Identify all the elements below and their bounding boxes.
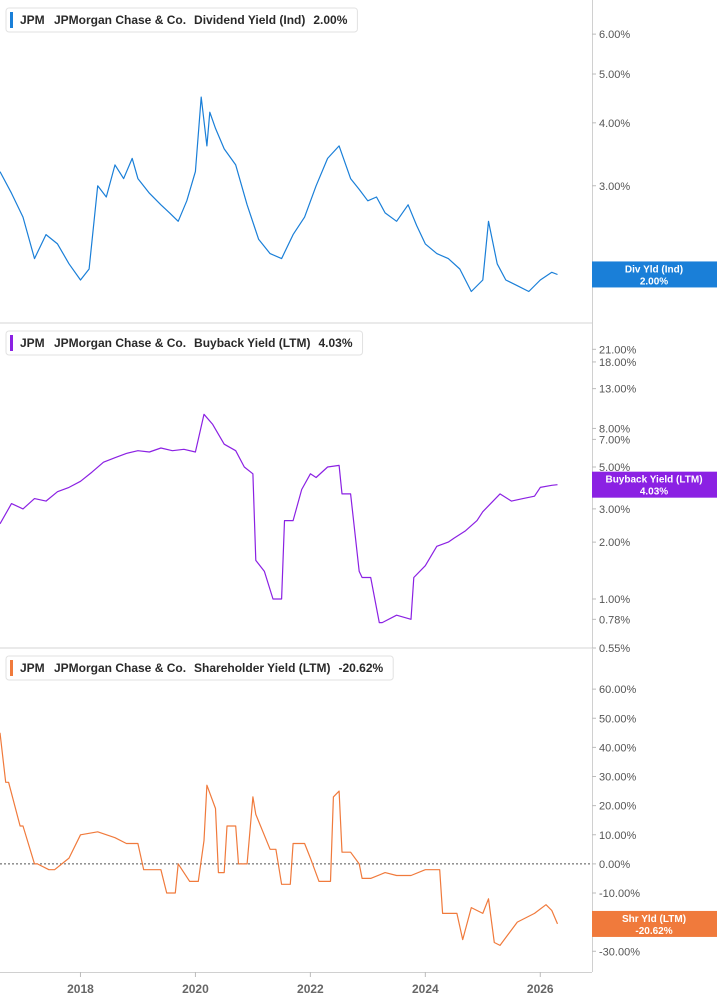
y-tick-label: -10.00% — [599, 888, 640, 900]
y-tick-label: 4.00% — [599, 118, 630, 130]
value-tag-background — [592, 261, 717, 288]
x-tick-label: 2018 — [67, 982, 94, 996]
y-tick-label: 13.00% — [599, 384, 637, 396]
legend: JPM JPMorgan Chase & Co. Buyback Yield (LT… — [5, 330, 364, 356]
legend-company: JPMorgan Chase & Co. — [54, 336, 186, 350]
legend-color-marker — [10, 12, 13, 28]
y-tick-label: 6.00% — [599, 29, 630, 41]
legend-metric: Dividend Yield (Ind) — [194, 13, 305, 27]
y-tick-label: 2.00% — [599, 537, 630, 549]
legend: JPM JPMorgan Chase & Co. Shareholder Yield… — [5, 655, 394, 681]
y-tick-label: 0.55% — [599, 643, 630, 655]
y-tick-label: 0.00% — [599, 859, 630, 871]
y-tick-label: 7.00% — [599, 434, 630, 446]
legend-color-marker — [10, 335, 13, 351]
legend-box — [5, 7, 358, 33]
y-tick-label: 30.00% — [599, 772, 637, 784]
legend-company: JPMorgan Chase & Co. — [54, 661, 186, 675]
y-tick-label: 40.00% — [599, 742, 637, 754]
y-tick-label: 21.00% — [599, 344, 637, 356]
value-tag-value: 2.00% — [640, 276, 668, 287]
y-tick-label: 3.00% — [599, 181, 630, 193]
x-axis: 2018 2020 2022 2024 2026 — [0, 972, 592, 996]
y-tick-label: 5.00% — [599, 462, 630, 474]
y-tick-label: 5.00% — [599, 69, 630, 81]
value-tag-value: -20.62% — [635, 926, 672, 937]
y-tick-label: 60.00% — [599, 684, 637, 696]
x-tick-label: 2022 — [297, 982, 324, 996]
chart-panel-1: 6.00% 5.00% 4.00% 3.00% 2.00% JPM JPMorgan Cha… — [0, 0, 717, 324]
legend-color-marker — [10, 660, 13, 676]
legend-box — [5, 655, 394, 681]
value-tag: Shr Yld (LTM)-20.62% — [592, 910, 717, 937]
y-tick-label: 10.00% — [599, 830, 637, 842]
legend-metric: Buyback Yield (LTM) — [194, 336, 310, 350]
value-tag-label: Shr Yld (LTM) — [622, 914, 686, 925]
legend-metric: Shareholder Yield (LTM) — [194, 661, 330, 675]
y-tick-label: 20.00% — [599, 801, 637, 813]
legend-box — [5, 330, 364, 356]
series-line — [0, 96, 558, 293]
legend-ticker: JPM — [20, 336, 45, 350]
legend-value: 4.03% — [319, 336, 353, 350]
legend-value: -20.62% — [339, 661, 384, 675]
value-tag: Div Yld (Ind)2.00% — [592, 261, 717, 288]
y-tick-label: 1.00% — [599, 594, 630, 606]
chart-panel-2: 21.00%18.00% 13.00% 8.00%7.00% 5.00% 3.00% 2.… — [0, 323, 717, 655]
legend-ticker: JPM — [20, 13, 45, 27]
legend-company: JPMorgan Chase & Co. — [54, 13, 186, 27]
y-tick-label: 50.00% — [599, 713, 637, 725]
value-tag-label: Buyback Yield (LTM) — [605, 475, 702, 486]
y-tick-label: 8.00% — [599, 423, 630, 435]
value-tag-value: 4.03% — [640, 487, 668, 498]
legend-ticker: JPM — [20, 661, 45, 675]
series-line — [0, 732, 559, 947]
value-tag-background — [592, 471, 717, 498]
value-tag: Buyback Yield (LTM)4.03% — [592, 471, 717, 498]
y-tick-label: 0.78% — [599, 614, 630, 626]
series-line — [0, 413, 558, 624]
x-tick-label: 2020 — [182, 982, 209, 996]
legend-value: 2.00% — [313, 13, 347, 27]
x-tick-label: 2026 — [527, 982, 554, 996]
y-tick-label: 3.00% — [599, 504, 630, 516]
chart-panels: 6.00% 5.00% 4.00% 3.00% 2.00% JPM JPMorgan Cha… — [0, 0, 717, 972]
y-tick-label: 18.00% — [599, 357, 637, 369]
chart-panel-3: 60.00% 50.00% 40.00% 30.00% 20.00% 10.00% 0.00… — [0, 648, 717, 972]
legend: JPM JPMorgan Chase & Co. Dividend Yield (I… — [5, 7, 358, 33]
y-tick-label: -30.00% — [599, 946, 640, 958]
x-tick-label: 2024 — [412, 982, 439, 996]
value-tag-label: Div Yld (Ind) — [625, 264, 683, 275]
value-tag-background — [592, 910, 717, 937]
